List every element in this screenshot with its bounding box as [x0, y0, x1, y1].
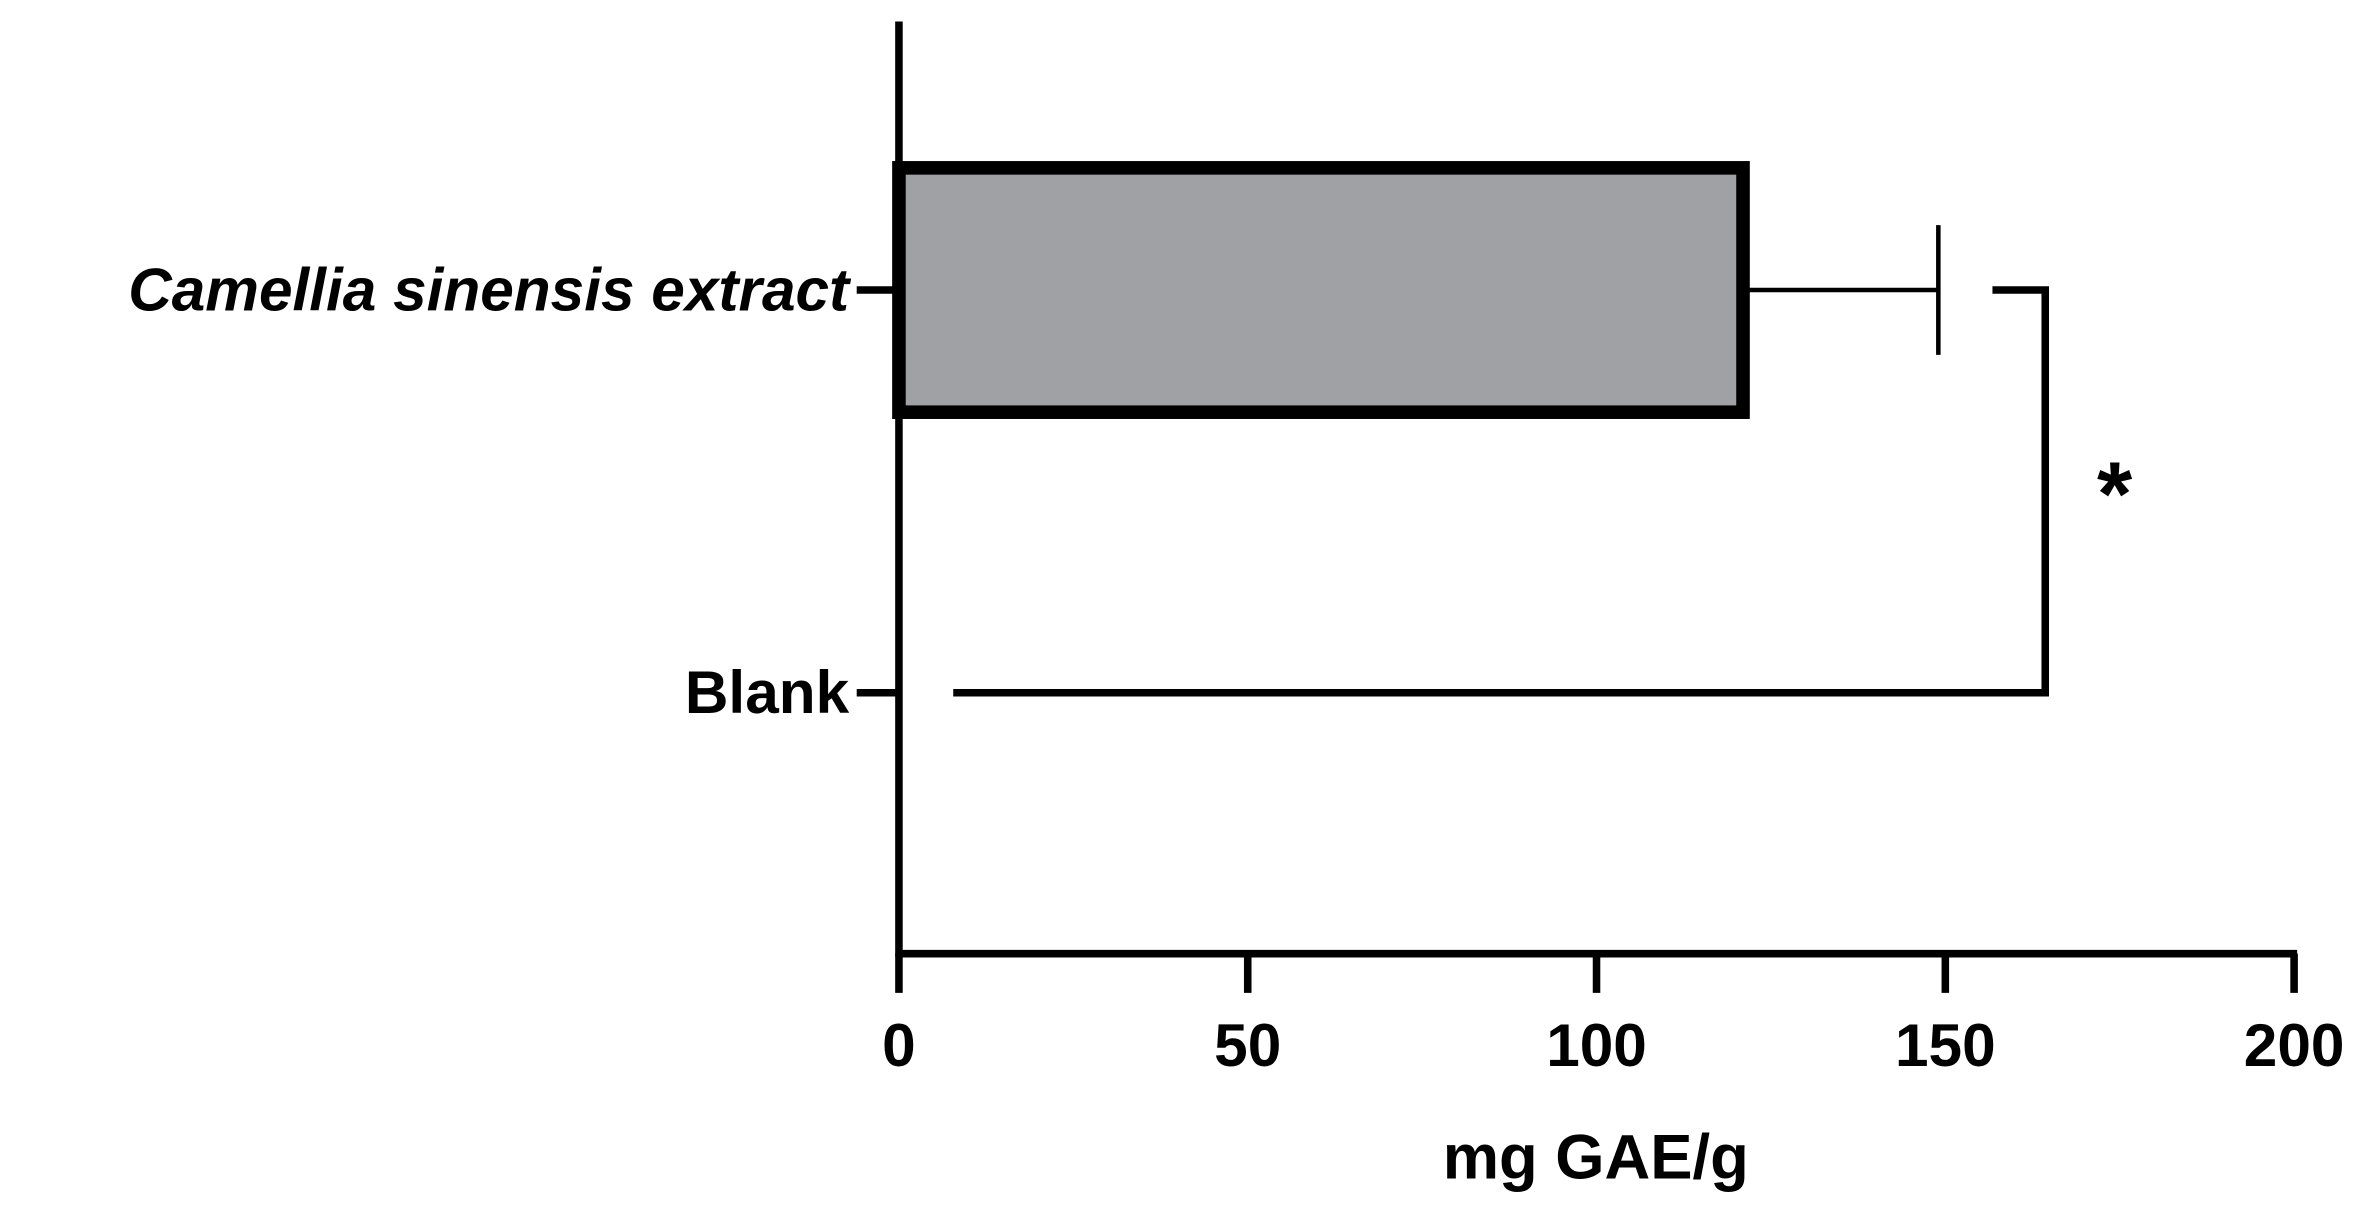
x-tick-label: 50 [1214, 1011, 1281, 1079]
x-tick-label: 150 [1895, 1011, 1996, 1079]
x-tick-label: 100 [1546, 1011, 1647, 1079]
x-tick-label: 0 [882, 1011, 916, 1079]
x-tick-label: 200 [2244, 1011, 2345, 1079]
significance-bracket [953, 286, 2050, 697]
y-tick-label: Blank [685, 658, 850, 726]
x-axis-label: mg GAE/g [1443, 1123, 1749, 1193]
significance-star: * [2097, 444, 2133, 545]
bar [892, 161, 1750, 419]
y-tick-label: Camellia sinensis extract [128, 255, 852, 323]
